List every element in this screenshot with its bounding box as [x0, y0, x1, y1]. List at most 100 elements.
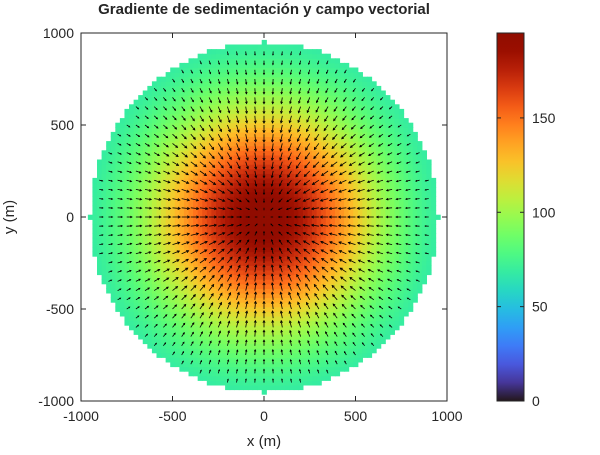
heat-cell	[225, 246, 231, 253]
heat-cell	[371, 85, 377, 92]
heat-cell	[371, 191, 377, 197]
heat-cell	[353, 288, 359, 294]
heat-cell	[376, 223, 382, 230]
heat-cell	[243, 118, 249, 124]
heat-cell	[156, 237, 162, 243]
heat-cell	[398, 246, 405, 253]
heat-cell	[234, 246, 240, 253]
heat-cell	[321, 242, 327, 248]
heat-cell	[243, 246, 249, 253]
heat-cell	[257, 348, 263, 354]
vector-arrow	[144, 242, 152, 245]
heat-cell	[266, 352, 272, 358]
heat-cell	[225, 256, 231, 262]
heat-cell	[334, 95, 341, 101]
vector-arrow	[227, 310, 231, 319]
heat-cell	[124, 145, 130, 151]
vector-arrow	[245, 198, 250, 203]
vector-arrow	[236, 223, 243, 227]
heat-cell	[133, 182, 139, 188]
heat-cell	[183, 108, 190, 115]
heat-cell	[252, 279, 258, 285]
heat-cell	[165, 246, 171, 253]
heat-cell	[161, 274, 167, 280]
heat-cell	[142, 154, 148, 161]
heat-cell	[252, 334, 258, 340]
heat-cell	[270, 380, 277, 386]
heat-cell	[129, 182, 135, 188]
heat-cell	[206, 265, 212, 271]
vector-arrow	[208, 143, 215, 151]
heat-cell	[270, 214, 277, 220]
heat-cell	[119, 200, 126, 207]
vector-arrow	[135, 260, 142, 264]
heat-cell	[197, 366, 203, 372]
heat-cell	[307, 219, 313, 225]
heat-cell	[325, 265, 331, 271]
heat-cell	[394, 297, 400, 303]
heat-cell	[101, 177, 107, 184]
heat-cell	[357, 90, 363, 96]
heat-cell	[147, 200, 153, 207]
heat-cell	[339, 76, 345, 82]
vector-arrow	[135, 206, 143, 210]
heat-cell	[247, 320, 254, 326]
heat-cell	[206, 242, 212, 248]
vector-arrow	[153, 278, 160, 282]
heat-cell	[353, 127, 359, 133]
heat-cell	[280, 136, 286, 142]
heat-cell	[119, 237, 126, 243]
heat-cell	[252, 361, 258, 368]
heat-cell	[280, 127, 286, 133]
vector-arrow	[245, 180, 249, 187]
vector-arrow	[236, 134, 240, 143]
heat-cell	[101, 237, 107, 243]
heat-cell	[243, 292, 249, 299]
heat-cell	[366, 246, 373, 253]
heat-cell	[403, 306, 409, 312]
heat-cell	[197, 62, 203, 69]
heat-cell	[353, 187, 359, 193]
heat-cell	[293, 348, 299, 354]
heat-cell	[298, 191, 304, 197]
heat-cell	[142, 306, 148, 312]
heat-cell	[334, 113, 341, 119]
vector-arrow	[227, 88, 230, 95]
heat-cell	[238, 196, 245, 202]
heat-cell	[371, 329, 377, 335]
heat-cell	[316, 122, 322, 128]
vector-arrow	[227, 143, 232, 152]
heat-cell	[357, 269, 363, 276]
heat-cell	[321, 62, 327, 69]
heat-cell	[316, 187, 322, 193]
heat-cell	[238, 279, 245, 285]
heat-cell	[247, 122, 254, 128]
heat-cell	[225, 292, 231, 299]
heat-cell	[376, 95, 382, 101]
heat-cell	[225, 99, 231, 105]
heat-cell	[380, 219, 386, 225]
heat-cell	[101, 279, 107, 285]
vector-arrow	[199, 78, 203, 84]
heat-cell	[188, 352, 194, 358]
heat-cell	[106, 141, 112, 147]
heat-cell	[225, 62, 231, 69]
heat-cell	[151, 329, 158, 335]
vector-arrow	[190, 133, 196, 140]
heat-cell	[353, 141, 359, 147]
heat-cell	[229, 136, 235, 142]
vector-arrow	[199, 88, 203, 94]
heat-cell	[156, 118, 162, 124]
heat-cell	[197, 283, 203, 289]
heat-cell	[353, 279, 359, 285]
vector-arrow	[245, 161, 249, 170]
heat-cell	[385, 99, 391, 105]
heat-cell	[220, 361, 226, 368]
heat-cell	[156, 200, 162, 207]
heat-cell	[298, 380, 304, 386]
vector-arrow	[217, 152, 224, 160]
heat-cell	[142, 237, 148, 243]
heat-cell	[275, 99, 281, 105]
heat-cell	[376, 279, 382, 285]
heat-cell	[284, 325, 290, 331]
